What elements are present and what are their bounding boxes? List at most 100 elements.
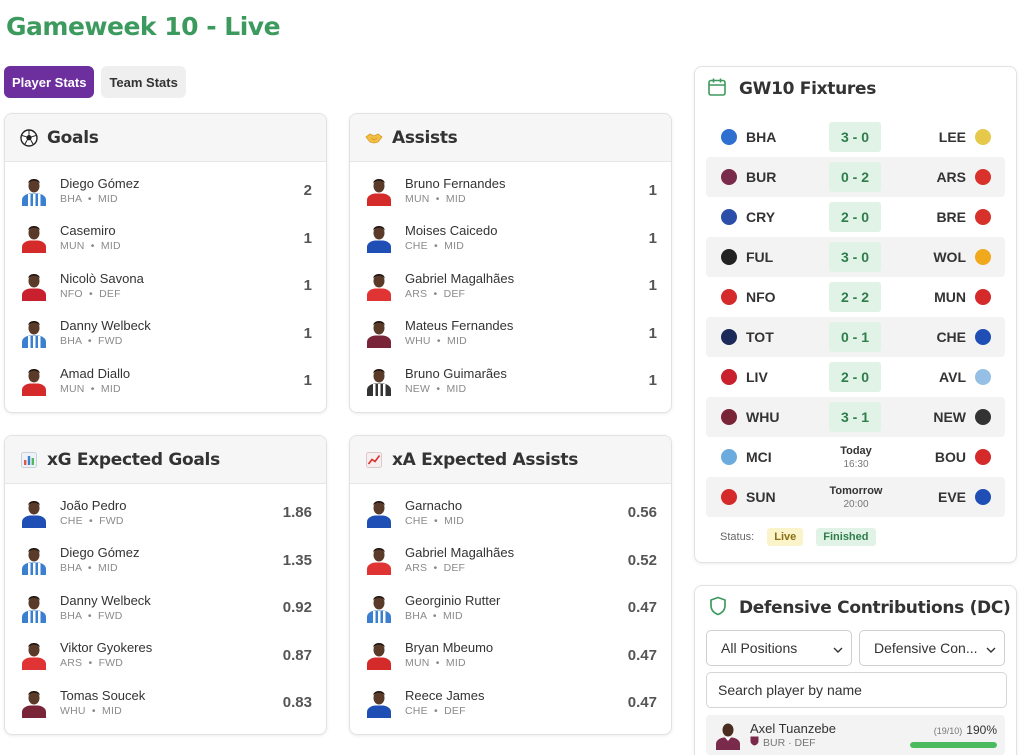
fixture-row[interactable]: BHA 3 - 0 LEE [706, 117, 1005, 157]
player-row[interactable]: Gabriel Magalhães ARS • DEF 0.52 [350, 537, 671, 585]
player-team: ARS [60, 657, 83, 670]
player-row[interactable]: João Pedro CHE • FWD 1.86 [5, 489, 326, 537]
player-info: Bryan Mbeumo MUN • MID [405, 640, 628, 670]
team-crest-icon [721, 489, 737, 505]
fixture-row[interactable]: LIV 2 - 0 AVL [706, 357, 1005, 397]
dc-header: Defensive Contributions (DC) [695, 586, 1016, 630]
assists-list: Bruno Fernandes MUN • MID 1 Moises Caicedo C… [350, 162, 671, 405]
player-meta: WHU • MID [60, 704, 122, 717]
player-info: Tomas Soucek WHU • MID [60, 688, 283, 718]
player-row[interactable]: Diego Gómez BHA • MID 2 [5, 167, 326, 215]
away-team-code: LEE [938, 129, 966, 145]
avatar [365, 688, 393, 718]
player-row[interactable]: Viktor Gyokeres ARS • FWD 0.87 [5, 632, 326, 680]
home-team: LIV [721, 369, 831, 385]
player-meta: CHE • MID [405, 240, 464, 253]
away-team-code: BOU [934, 449, 966, 465]
fixture-row[interactable]: CRY 2 - 0 BRE [706, 197, 1005, 237]
player-info: Viktor Gyokeres ARS • FWD [60, 640, 283, 670]
player-info: João Pedro CHE • FWD [60, 498, 283, 528]
away-team: BOU [882, 449, 991, 465]
xa-card-header: xA Expected Assists [350, 436, 671, 484]
team-crest-icon [721, 169, 737, 185]
player-row[interactable]: Danny Welbeck BHA • FWD 1 [5, 310, 326, 358]
player-row[interactable]: Bruno Guimarães NEW • MID 1 [350, 357, 671, 405]
avatar [365, 545, 393, 576]
player-position: DEF [443, 562, 466, 575]
fixture-row[interactable]: FUL 3 - 0 WOL [706, 237, 1005, 277]
dc-player-row[interactable]: Axel Tuanzebe BUR · DEF (19/10) 190% [706, 715, 1005, 755]
fixtures-card: GW10 Fixtures BHA 3 - 0 LEE BUR 0 - 2 ARS CRY 2… [694, 66, 1017, 563]
tab-player-stats[interactable]: Player Stats [4, 66, 95, 98]
player-info: Reece James CHE • DEF [405, 688, 628, 718]
avatar [20, 366, 48, 396]
player-row[interactable]: Reece James CHE • DEF 0.47 [350, 679, 671, 727]
player-row[interactable]: Garnacho CHE • MID 0.56 [350, 489, 671, 537]
stats-tabs: Player Stats Team Stats [4, 66, 186, 98]
fixture-row[interactable]: WHU 3 - 1 NEW [706, 397, 1005, 437]
avatar [365, 593, 393, 623]
player-row[interactable]: Amad Diallo MUN • MID 1 [5, 357, 326, 405]
player-position: MID [442, 609, 463, 622]
fixture-row[interactable]: SUN Tomorrow 20:00 EVE [706, 477, 1005, 517]
player-position: MID [97, 192, 118, 205]
fixture-row[interactable]: BUR 0 - 2 ARS [706, 157, 1005, 197]
player-name: Georginio Rutter [405, 592, 501, 608]
player-position: MID [446, 382, 467, 395]
player-meta: MUN • MID [60, 240, 121, 253]
player-row[interactable]: Bryan Mbeumo MUN • MID 0.47 [350, 632, 671, 680]
player-row[interactable]: Mateus Fernandes WHU • MID 1 [350, 310, 671, 358]
team-crest-icon [721, 249, 737, 265]
player-info: Gabriel Magalhães ARS • DEF [405, 271, 649, 301]
stat-value: 1 [648, 182, 657, 200]
dc-player-info: Axel Tuanzebe BUR · DEF [750, 721, 907, 749]
player-info: Amad Diallo MUN • MID [60, 366, 304, 396]
goals-card: Goals Diego Gómez BHA • MID 2 Casemiro MUN •… [4, 113, 327, 413]
player-info: Danny Welbeck BHA • FWD [60, 593, 283, 623]
player-row[interactable]: Nicolò Savona NFO • DEF 1 [5, 262, 326, 310]
chevron-down-icon [833, 640, 843, 656]
player-team: BHA [60, 192, 82, 205]
fixture-row[interactable]: TOT 0 - 1 CHE [706, 317, 1005, 357]
status-live-badge: Live [767, 528, 804, 546]
player-search-input[interactable] [706, 672, 1007, 708]
team-crest-icon [975, 409, 991, 425]
player-row[interactable]: Gabriel Magalhães ARS • DEF 1 [350, 262, 671, 310]
kickoff-time: 20:00 [843, 498, 869, 510]
avatar [365, 498, 393, 528]
home-team: FUL [721, 249, 831, 265]
player-row[interactable]: Tomas Soucek WHU • MID 0.83 [5, 679, 326, 727]
status-label: Status: [720, 531, 755, 543]
player-row[interactable]: Casemiro MUN • MID 1 [5, 215, 326, 263]
assists-card-header: Assists [350, 114, 671, 162]
avatar [365, 640, 393, 671]
team-crest-icon [721, 449, 737, 465]
player-meta: ARS • FWD [60, 657, 124, 670]
player-info: Casemiro MUN • MID [60, 223, 304, 253]
player-row[interactable]: Danny Welbeck BHA • FWD 0.92 [5, 584, 326, 632]
player-team: MUN [60, 240, 85, 253]
fixture-row[interactable]: NFO 2 - 2 MUN [706, 277, 1005, 317]
home-team-code: BUR [746, 169, 777, 185]
player-meta: WHU • MID [405, 335, 467, 348]
player-meta: BHA • MID [405, 609, 463, 622]
player-row[interactable]: Moises Caicedo CHE • MID 1 [350, 215, 671, 263]
position-select[interactable]: All Positions [706, 630, 852, 666]
away-team-code: ARS [936, 169, 966, 185]
player-row[interactable]: Georginio Rutter BHA • MID 0.47 [350, 584, 671, 632]
tab-team-stats[interactable]: Team Stats [101, 66, 186, 98]
player-row[interactable]: Bruno Fernandes MUN • MID 1 [350, 167, 671, 215]
player-info: Mateus Fernandes WHU • MID [405, 318, 649, 348]
player-name: Danny Welbeck [60, 592, 151, 608]
sort-select-value: Defensive Con... [874, 640, 978, 656]
away-team: WOL [881, 249, 991, 265]
sort-select[interactable]: Defensive Con... [859, 630, 1005, 666]
home-team-code: LIV [746, 369, 768, 385]
away-team-code: WOL [933, 249, 966, 265]
team-crest-icon [721, 409, 737, 425]
player-position: MID [444, 240, 464, 253]
fixture-row[interactable]: MCI Today 16:30 BOU [706, 437, 1005, 477]
player-row[interactable]: Diego Gómez BHA • MID 1.35 [5, 537, 326, 585]
player-info: Nicolò Savona NFO • DEF [60, 271, 304, 301]
fixture-score: 3 - 0 [829, 242, 881, 272]
